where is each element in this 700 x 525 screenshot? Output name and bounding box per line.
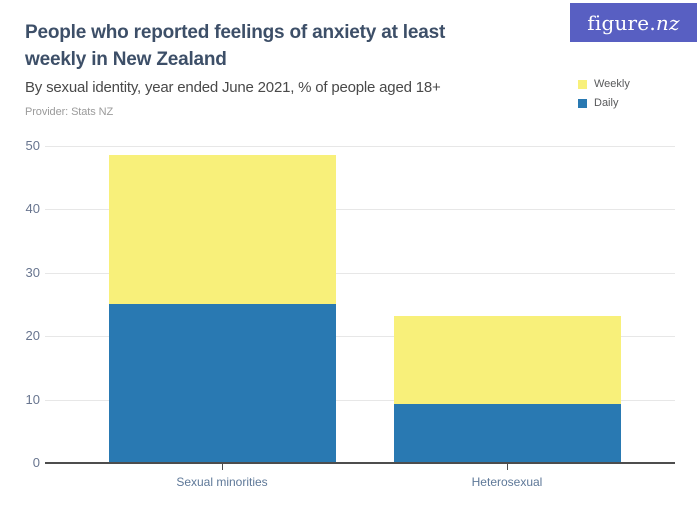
figurenz-logo-text: figure.nz bbox=[587, 10, 680, 35]
gridline-50 bbox=[45, 146, 675, 147]
y-tick-label-20: 20 bbox=[25, 328, 40, 344]
x-tick-sexual-minorities bbox=[222, 464, 223, 470]
legend-swatch-daily-icon bbox=[578, 98, 587, 108]
gridline-40 bbox=[45, 209, 675, 211]
bar-heterosexual-weekly[interactable] bbox=[393, 315, 621, 405]
gridline-10 bbox=[45, 399, 675, 401]
bar-sexual-minorities-daily[interactable] bbox=[108, 303, 336, 463]
gridline-20 bbox=[45, 336, 675, 338]
legend-label-daily: Daily bbox=[594, 97, 619, 109]
gridline-30 bbox=[45, 272, 675, 274]
bar-heterosexual-daily[interactable] bbox=[393, 404, 621, 463]
y-tick-label-50: 50 bbox=[25, 138, 40, 153]
x-tick-heterosexual bbox=[507, 464, 508, 470]
legend-item-daily: Daily bbox=[578, 97, 630, 109]
y-tick-label-10: 10 bbox=[25, 391, 40, 407]
y-tick-label-40: 40 bbox=[25, 201, 40, 217]
x-axis-line bbox=[45, 462, 675, 464]
y-tick-label-0: 0 bbox=[32, 455, 40, 470]
legend-label-weekly: Weekly bbox=[594, 78, 630, 90]
x-axis-label-heterosexual: Heterosexual bbox=[471, 475, 543, 489]
legend-swatch-weekly-icon bbox=[578, 79, 587, 89]
bar-sexual-minorities-weekly[interactable] bbox=[108, 154, 336, 304]
legend: Weekly Daily bbox=[578, 78, 630, 109]
figurenz-logo[interactable]: figure.nz bbox=[570, 3, 697, 42]
legend-item-weekly: Weekly bbox=[578, 78, 630, 90]
x-axis-label-sexual-minorities: Sexual minorities bbox=[176, 475, 268, 489]
provider-credit: Provider: Stats NZ bbox=[25, 106, 114, 118]
y-tick-label-30: 30 bbox=[25, 264, 40, 280]
page-title: People who reported feelings of anxiety … bbox=[25, 22, 446, 70]
chart-subtitle: By sexual identity, year ended June 2021… bbox=[25, 79, 441, 96]
